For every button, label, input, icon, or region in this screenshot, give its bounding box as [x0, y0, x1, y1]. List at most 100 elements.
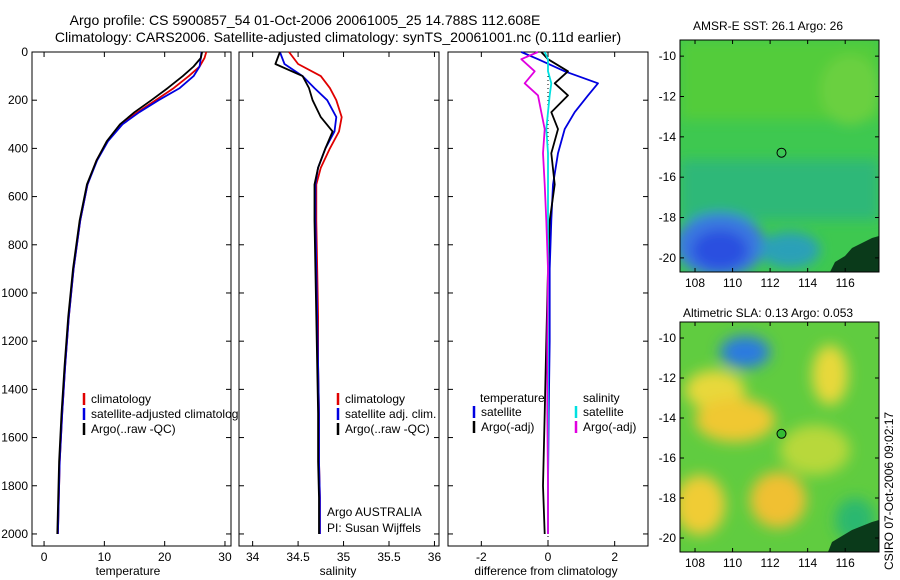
map-x-tick-label: 116 [836, 556, 855, 570]
x-tick-label: 34 [246, 550, 260, 564]
salinity-series [274, 51, 343, 534]
map-y-tick-label: -20 [659, 251, 677, 265]
y-tick-label: 200 [8, 93, 28, 107]
map-y-tick-label: -10 [659, 49, 677, 63]
map-x-tick-label: 114 [798, 276, 817, 290]
sst-cool-band [680, 160, 879, 220]
map-x-tick-label: 112 [761, 556, 780, 570]
x-tick-label: 35 [337, 550, 351, 564]
legend-label-temp-argo: Argo(-adj) [481, 420, 534, 434]
legend-label-argo: Argo(..raw -QC) [91, 422, 176, 436]
x-tick-label: 36 [428, 550, 442, 564]
legend-label-sal-argo: Argo(-adj) [583, 420, 636, 434]
sst-cool-patch-s [760, 232, 820, 268]
legend-label-sal-satellite: satellite [583, 405, 624, 419]
map-y-tick-label: -12 [659, 371, 677, 385]
x-tick-label: 34.5 [286, 550, 310, 564]
sla-map-title: Altimetric SLA: 0.13 Argo: 0.053 [683, 306, 853, 320]
sla-low-north [720, 336, 770, 368]
salinity-y-ticks [239, 51, 439, 535]
sla-coastline-landmass [828, 520, 879, 552]
map-x-tick-label: 116 [836, 276, 855, 290]
difference-series [520, 51, 599, 535]
sst-warm-patch-ne [820, 55, 879, 125]
sla-high-sw [680, 475, 725, 535]
legend-label-satellite-adjusted: satellite-adjusted climatology [91, 407, 244, 421]
sst-map-title: AMSR-E SST: 26.1 Argo: 26 [693, 19, 843, 33]
x-tick-label: 10 [98, 550, 112, 564]
temperature-axes-frame [31, 51, 232, 547]
y-tick-label: 800 [8, 238, 28, 252]
salinity-annotation-pi: PI: Susan Wijffels [327, 521, 421, 535]
sla-map-panel: Altimetric SLA: 0.13 Argo: 0.053 -10 -12 -… [659, 306, 880, 570]
sla-x-ticks: 108 110 112 114 116 [685, 322, 855, 570]
temperature-panel: 0 200 400 600 800 1000 1200 1400 1600 1800 2000 0 1… [1, 45, 244, 578]
map-y-tick-label: -16 [659, 170, 677, 184]
map-y-tick-label: -10 [659, 331, 677, 345]
x-tick-label: -2 [476, 550, 487, 564]
sla-high-s [750, 472, 806, 528]
legend-label-satellite-adj: satellite adj. clim. [345, 407, 436, 421]
y-tick-label: 1000 [1, 286, 28, 300]
sst-map-frame [679, 39, 880, 273]
sla-mid-e [780, 425, 850, 475]
map-y-tick-label: -16 [659, 451, 677, 465]
salinity-x-ticks: 34 34.5 35 35.5 36 [246, 52, 441, 564]
x-tick-label: 2 [611, 550, 618, 564]
sla-argo-float-marker [776, 428, 787, 439]
temperature-x-label: temperature [96, 564, 161, 578]
difference-x-label: difference from climatology [474, 564, 617, 578]
x-tick-label: 35.5 [377, 550, 401, 564]
sla-high-w [695, 398, 775, 442]
map-x-tick-label: 108 [685, 276, 705, 290]
temperature-series [56, 51, 208, 535]
map-y-tick-label: -14 [659, 411, 677, 425]
series-temperature-satellite [520, 51, 599, 534]
sla-y-ticks: -10 -12 -14 -16 -18 -20 [659, 331, 879, 545]
map-x-tick-label: 108 [685, 556, 705, 570]
sla-high-ne [812, 345, 848, 405]
x-tick-label: 0 [545, 550, 552, 564]
y-tick-label: 1800 [1, 479, 28, 493]
sla-map-frame [679, 321, 880, 553]
map-x-tick-label: 114 [798, 556, 817, 570]
difference-x-ticks: -2 0 2 [476, 52, 618, 564]
figure-title-line1: Argo profile: CS 5900857_54 01-Oct-2006 … [70, 12, 541, 28]
salinity-axes-frame [238, 51, 440, 547]
temperature-x-ticks: 0 10 20 30 [41, 52, 232, 564]
sla-heatmap [680, 322, 879, 552]
salinity-panel: 34 34.5 35 35.5 36 salinity climatology sate… [238, 51, 441, 578]
difference-legend: temperature salinity satellite Argo(-adj… [472, 391, 636, 434]
map-x-tick-label: 112 [761, 276, 780, 290]
legend-label-temp-satellite: satellite [481, 405, 522, 419]
series-temperature-argo-adj [540, 51, 569, 535]
map-x-tick-label: 110 [723, 556, 742, 570]
y-tick-label: 2000 [1, 527, 28, 541]
sst-x-ticks: 108 110 112 114 116 [685, 40, 855, 290]
y-tick-label: 400 [8, 141, 28, 155]
x-tick-label: 30 [218, 550, 232, 564]
map-y-tick-label: -12 [659, 89, 677, 103]
legend-header-salinity: salinity [583, 391, 620, 405]
salinity-annotation-owner: Argo AUSTRALIA [327, 505, 422, 519]
y-tick-label: 1600 [1, 431, 28, 445]
map-y-tick-label: -18 [659, 211, 677, 225]
map-y-tick-label: -18 [659, 491, 677, 505]
sst-map-panel: AMSR-E SST: 26.1 Argo: 26 -10 -12 -14 -16 -1… [659, 19, 880, 290]
legend-label-argo: Argo(..raw -QC) [345, 422, 430, 436]
series-argo-raw-qc [56, 51, 203, 535]
map-y-tick-label: -14 [659, 130, 677, 144]
difference-y-ticks [448, 51, 648, 535]
map-x-tick-label: 110 [723, 276, 742, 290]
footer-credit-timestamp: CSIRO 07-Oct-2006 09:02:17 [882, 412, 896, 570]
legend-label-climatology: climatology [345, 392, 405, 406]
sst-field-structure [680, 40, 879, 272]
figure-title-line2: Climatology: CARS2006. Satellite-adjuste… [55, 29, 621, 45]
sst-cold-core-sw [692, 230, 748, 270]
y-tick-label: 600 [8, 190, 28, 204]
legend-header-temperature: temperature [480, 391, 545, 405]
sst-coastline-landmass [830, 236, 879, 272]
series-argo-raw-qc [274, 51, 334, 534]
y-tick-label: 1200 [1, 334, 28, 348]
